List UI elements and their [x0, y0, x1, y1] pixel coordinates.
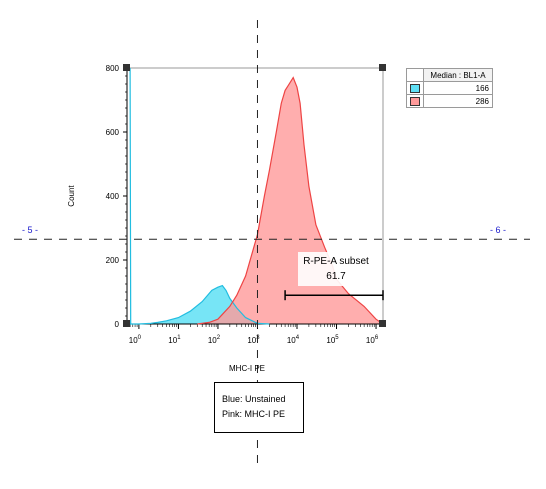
color-swatch-unstained	[410, 83, 420, 93]
y-axis-label: Count	[67, 185, 76, 207]
color-swatch-mhc	[410, 96, 420, 106]
x-tick-label-1: 101	[168, 335, 181, 345]
x-tick-label-6: 106	[366, 335, 379, 345]
stats-swatch-cell	[406, 81, 424, 95]
x-tick-label-3: 103	[247, 335, 260, 345]
quadrant-label-left: - 5 -	[22, 225, 38, 235]
axis-ticks: 0 200 400 600 800 100 101 102 103 104 105 106	[106, 64, 379, 345]
corner-handle-bottom-right[interactable]	[379, 320, 386, 327]
corner-handle-top-left[interactable]	[123, 64, 130, 71]
quadrant-label-right: - 6 -	[490, 225, 506, 235]
gate-value-label: 61.7	[326, 271, 346, 282]
annotation-line-blue: Blue: Unstained	[222, 394, 286, 404]
series-fill-1	[197, 77, 383, 324]
gate-r-pe-a-subset[interactable]: R-PE-A subset 61.7	[284, 252, 384, 301]
x-tick-label-4: 104	[287, 335, 300, 345]
stats-header-spacer	[406, 68, 424, 82]
stats-row-unstained: 166	[406, 81, 493, 95]
annotation-box: Blue: Unstained Pink: MHC-I PE	[214, 382, 304, 433]
corner-handle-top-right[interactable]	[379, 64, 386, 71]
y-tick-label-600: 600	[106, 128, 120, 137]
y-tick-label-400: 400	[106, 192, 120, 201]
y-tick-label-200: 200	[106, 256, 120, 265]
median-stats-table: Median : BL1-A 166 286	[406, 68, 493, 108]
y-tick-label-800: 800	[106, 64, 120, 73]
y-tick-label-0: 0	[115, 320, 120, 329]
x-tick-label-2: 102	[208, 335, 221, 345]
stats-swatch-cell	[406, 94, 424, 108]
gate-label-bg	[298, 252, 374, 286]
series-line-0	[129, 67, 270, 325]
x-tick-label-5: 105	[326, 335, 339, 345]
stats-row-mhc: 286	[406, 94, 493, 108]
stats-header: Median : BL1-A	[423, 68, 493, 82]
gate-name-label: R-PE-A subset	[303, 256, 369, 267]
corner-handle-bottom-left[interactable]	[123, 320, 130, 327]
x-axis-label: MHC-I PE	[229, 364, 265, 373]
x-tick-label-0: 100	[129, 335, 142, 345]
annotation-line-pink: Pink: MHC-I PE	[222, 409, 286, 419]
stats-value-unstained: 166	[423, 81, 493, 95]
histogram-fills	[130, 68, 383, 324]
stats-value-mhc: 286	[423, 94, 493, 108]
